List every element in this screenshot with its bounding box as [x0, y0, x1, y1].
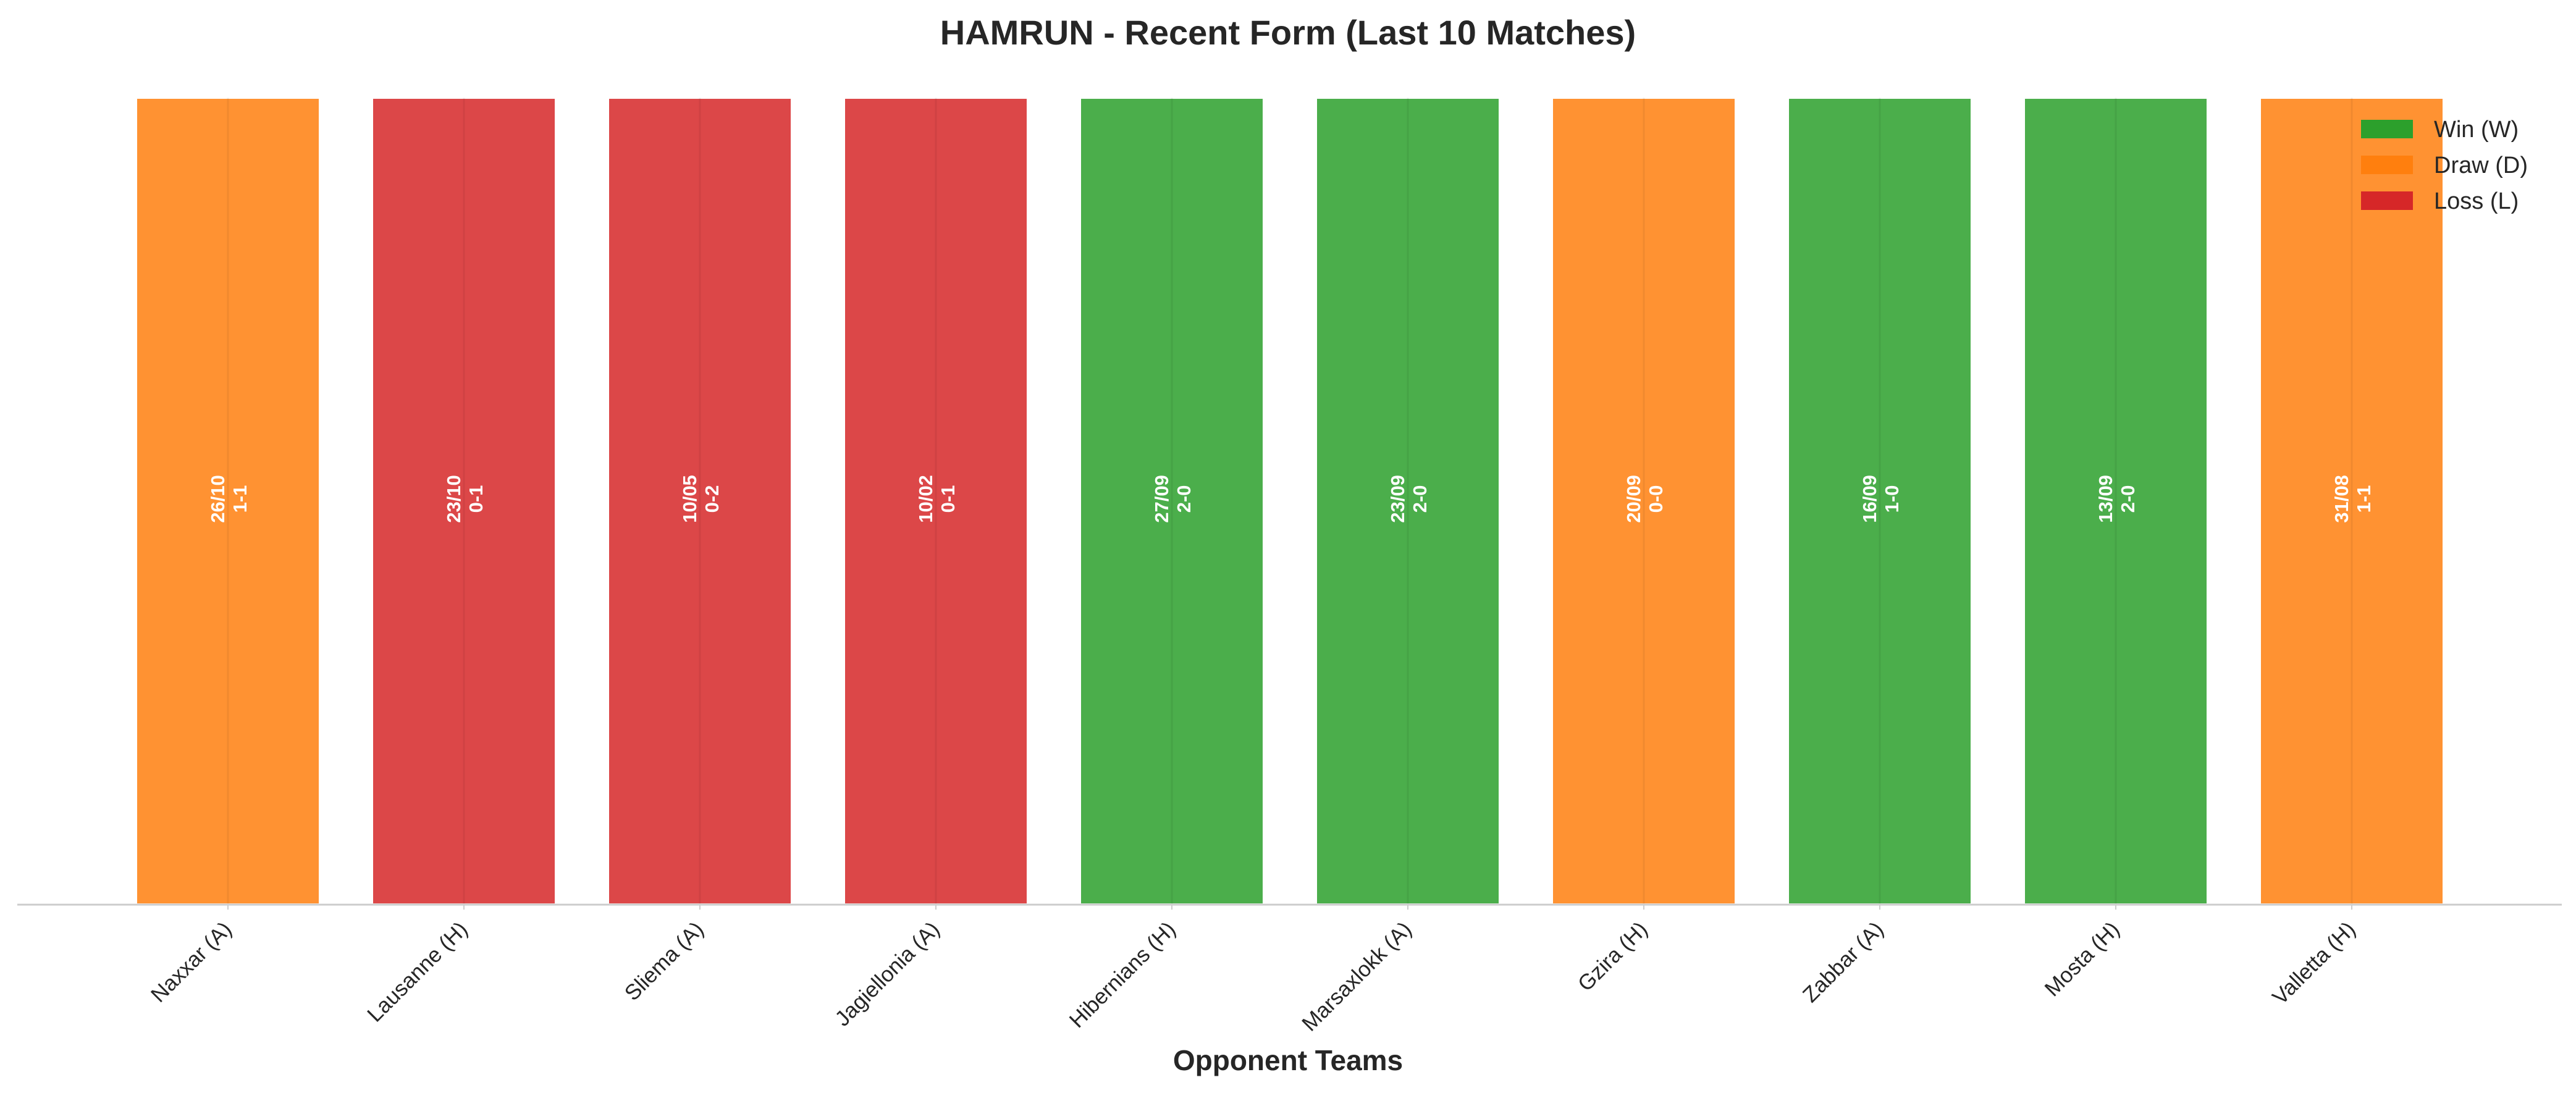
- bar-date: 13/09: [2095, 475, 2116, 523]
- legend-item-d: Draw (D): [2361, 153, 2528, 178]
- x-axis-label: Opponent Teams: [1173, 1044, 1403, 1076]
- bar-7: [1551, 96, 1737, 906]
- bar-date: 23/09: [1387, 475, 1408, 523]
- bar-label-2: 23/100-1: [443, 475, 487, 523]
- bar-score: 0-1: [465, 485, 487, 513]
- bar-4: [843, 96, 1029, 906]
- bar-label-1: 26/101-1: [207, 475, 251, 523]
- x-tick-label-2: Lausanne (H): [363, 917, 473, 1027]
- bar-label-5: 27/092-0: [1151, 475, 1195, 523]
- bar-score: 0-1: [937, 485, 959, 513]
- x-tick-label-8: Zabbar (A): [1798, 917, 1888, 1007]
- chart-title: HAMRUN - Recent Form (Last 10 Matches): [940, 13, 1636, 52]
- x-tick-labels: Naxxar (A) Lausanne (H) Sliema (A) Jagiello…: [146, 905, 2360, 1036]
- bar-score: 1-1: [2353, 485, 2375, 513]
- bar-3: [607, 96, 793, 906]
- bar-score: 1-1: [229, 485, 251, 513]
- bar-label-8: 16/091-0: [1859, 475, 1903, 523]
- legend-swatch: [2361, 156, 2413, 174]
- bar-10: [2258, 96, 2445, 906]
- bar-date: 16/09: [1859, 475, 1880, 523]
- legend: Win (W) Draw (D) Loss (L): [2361, 117, 2528, 214]
- x-tick-label-5: Hibernians (H): [1065, 917, 1181, 1032]
- bar-label-10: 31/081-1: [2331, 475, 2375, 523]
- legend-label: Draw (D): [2434, 153, 2528, 178]
- x-tick-label-4: Jagiellonia (A): [830, 917, 944, 1031]
- bars-layer: 26/101-1 23/100-1 10/050-2 10/020-1 27/092-0…: [135, 96, 2445, 906]
- bar-date: 27/09: [1151, 475, 1172, 523]
- bar-label-3: 10/050-2: [679, 475, 723, 523]
- bar-date: 31/08: [2331, 475, 2352, 523]
- bar-1: [135, 96, 321, 906]
- bar-score: 2-0: [1173, 485, 1195, 513]
- bar-score: 1-0: [1881, 485, 1903, 513]
- bar-6: [1315, 96, 1501, 906]
- bar-date: 10/02: [915, 475, 937, 523]
- bar-score: 2-0: [1409, 485, 1431, 513]
- bar-score: 2-0: [2117, 485, 2139, 513]
- legend-item-w: Win (W): [2361, 117, 2519, 143]
- x-tick-label-1: Naxxar (A): [146, 917, 237, 1007]
- legend-swatch: [2361, 120, 2413, 138]
- bar-score: 0-2: [701, 485, 723, 513]
- x-tick-label-3: Sliema (A): [620, 917, 709, 1005]
- bar-date: 20/09: [1623, 475, 1644, 523]
- bar-label-7: 20/090-0: [1623, 475, 1667, 523]
- bar-label-6: 23/092-0: [1387, 475, 1431, 523]
- bar-label-9: 13/092-0: [2095, 475, 2139, 523]
- bar-date: 26/10: [207, 475, 229, 523]
- bar-date: 23/10: [443, 475, 465, 523]
- bar-date: 10/05: [679, 475, 701, 523]
- x-tick-label-10: Valletta (H): [2268, 917, 2360, 1010]
- legend-label: Win (W): [2434, 117, 2519, 143]
- legend-swatch: [2361, 191, 2413, 210]
- bar-2: [371, 96, 557, 906]
- bar-5: [1079, 96, 1265, 906]
- legend-item-l: Loss (L): [2361, 188, 2519, 214]
- x-tick-label-6: Marsaxlokk (A): [1297, 917, 1416, 1036]
- x-tick-label-7: Gzira (H): [1573, 917, 1652, 996]
- legend-label: Loss (L): [2434, 188, 2519, 214]
- x-tick-label-9: Mosta (H): [2040, 917, 2124, 1001]
- bar-score: 0-0: [1645, 485, 1667, 513]
- bar-label-4: 10/020-1: [915, 475, 959, 523]
